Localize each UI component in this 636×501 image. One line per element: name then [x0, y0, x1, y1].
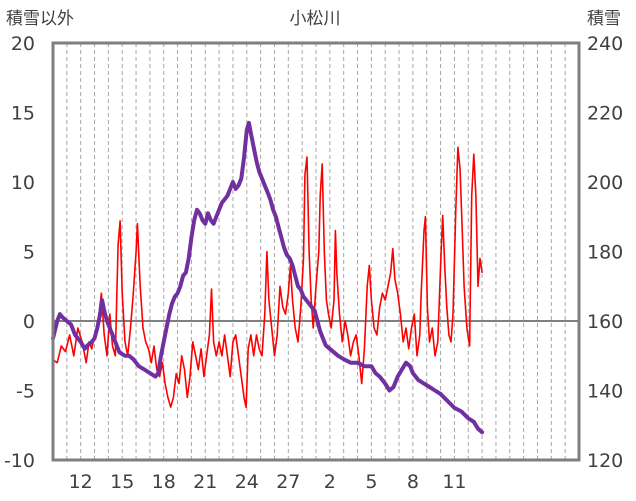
x-tick-label: 24 — [235, 471, 259, 493]
right-tick-label: 200 — [587, 172, 623, 194]
left-tick-label: 15 — [11, 103, 35, 125]
left-tick-label: 5 — [23, 242, 35, 264]
right-axis-label: 積雪 — [587, 9, 621, 29]
left-tick-label: 20 — [11, 33, 35, 55]
right-tick-label: 120 — [587, 450, 623, 472]
x-tick-label: 8 — [407, 471, 419, 493]
x-tick-label: 5 — [365, 471, 377, 493]
x-tick-label: 11 — [442, 471, 466, 493]
right-tick-label: 220 — [587, 103, 623, 125]
series-line-1 — [52, 146, 483, 408]
x-tick-label: 15 — [110, 471, 134, 493]
left-tick-label: -5 — [16, 381, 35, 403]
grid-lines — [53, 43, 579, 460]
left-tick-label: 10 — [11, 172, 35, 194]
x-tick-label: 21 — [193, 471, 217, 493]
series-line-2 — [51, 120, 485, 435]
left-axis-label: 積雪以外 — [6, 9, 74, 29]
right-tick-label: 180 — [587, 242, 623, 264]
right-tick-label: 160 — [587, 311, 623, 333]
left-tick-label: 0 — [23, 311, 35, 333]
right-tick-label: 240 — [587, 33, 623, 55]
x-tick-label: 27 — [276, 471, 300, 493]
x-tick-label: 18 — [152, 471, 176, 493]
chart-title: 小松川 — [290, 9, 341, 29]
left-tick-label: -10 — [4, 450, 35, 472]
x-tick-label: 2 — [324, 471, 336, 493]
plot-frame — [51, 41, 581, 462]
right-tick-label: 140 — [587, 381, 623, 403]
x-tick-label: 12 — [69, 471, 93, 493]
series-group — [51, 120, 485, 435]
tick-labels: 20 15 10 5 0 -5 -10 240 220 200 180 160 140 120 12 15 18… — [4, 33, 623, 493]
